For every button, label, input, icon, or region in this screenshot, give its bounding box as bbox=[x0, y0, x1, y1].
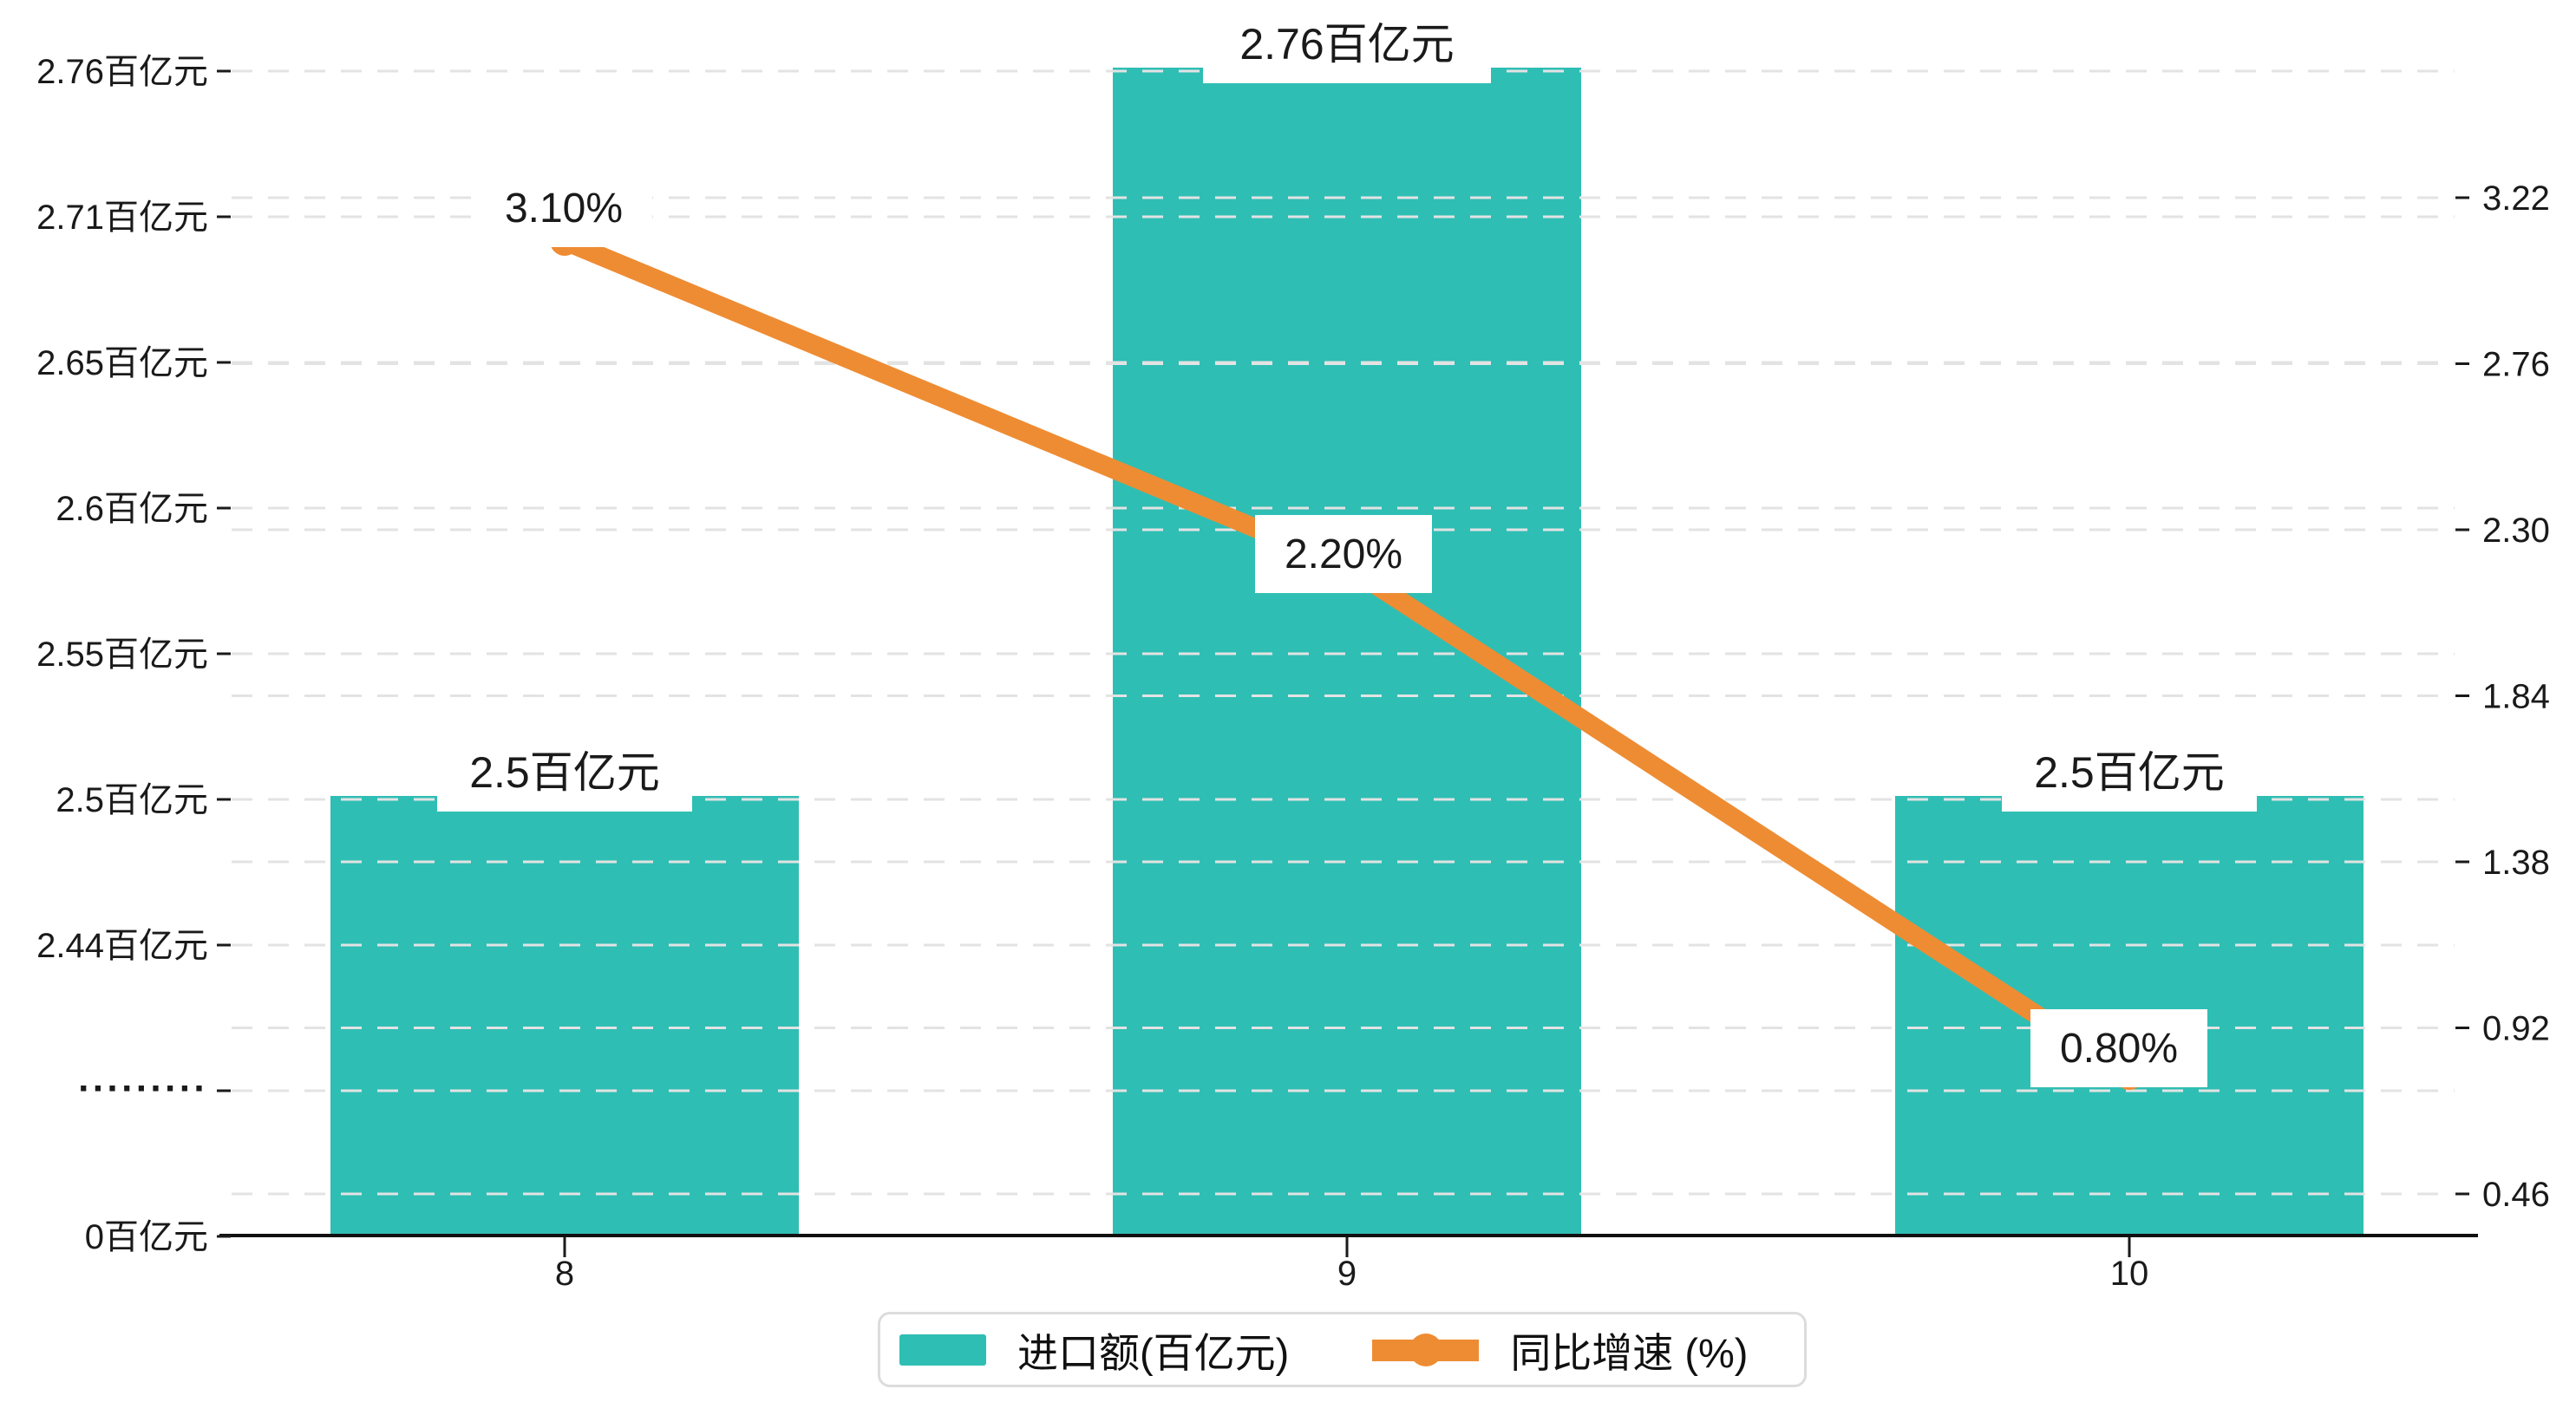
right-axis-tick-label: 2.76 bbox=[2482, 346, 2550, 384]
line-label-bg bbox=[475, 169, 652, 247]
line-label-bg bbox=[2030, 1009, 2207, 1087]
x-axis-category-label: 8 bbox=[555, 1255, 574, 1293]
left-axis-break-label: ········· bbox=[78, 1067, 208, 1110]
left-axis-tick-label: 0百亿元 bbox=[85, 1218, 208, 1256]
bar-data-label: 2.5百亿元 bbox=[469, 748, 660, 797]
line-data-label: 2.20% bbox=[1285, 531, 1402, 577]
left-axis-tick-label: 2.5百亿元 bbox=[56, 781, 208, 819]
left-axis-tick-label: 2.44百亿元 bbox=[36, 927, 208, 965]
bar-data-label: 2.5百亿元 bbox=[2034, 748, 2225, 797]
bar-month-9 bbox=[1113, 68, 1581, 1236]
bar-series-swatch-icon bbox=[899, 1333, 986, 1366]
legend: 进口额(百亿元) 同比增速 (%) bbox=[878, 1312, 1807, 1387]
line-data-label: 0.80% bbox=[2060, 1026, 2178, 1072]
right-axis-tick-label: 1.38 bbox=[2482, 844, 2550, 882]
bar-label-bg bbox=[437, 734, 692, 812]
left-axis-tick-label: 2.65百亿元 bbox=[36, 344, 208, 382]
right-axis-tick-label: 0.92 bbox=[2482, 1010, 2550, 1048]
line-data-label: 3.10% bbox=[505, 186, 623, 231]
right-axis-tick-label: 3.22 bbox=[2482, 179, 2550, 218]
legend-label-import-value: 进口额(百亿元) bbox=[1017, 1330, 1290, 1376]
right-axis-tick-label: 0.46 bbox=[2482, 1176, 2550, 1214]
right-axis-tick-label: 1.84 bbox=[2482, 678, 2550, 716]
left-axis-tick-label: 2.76百亿元 bbox=[36, 53, 208, 91]
bar-label-bg bbox=[1203, 5, 1491, 83]
left-axis-tick-label: 2.6百亿元 bbox=[56, 490, 208, 528]
legend-item-yoy-growth[interactable]: 同比增速 (%) bbox=[1372, 1320, 1748, 1379]
line-label-bg bbox=[1255, 515, 1432, 593]
left-axis-tick-label: 2.71百亿元 bbox=[36, 199, 208, 237]
x-axis-category-label: 10 bbox=[2110, 1255, 2149, 1293]
legend-label-yoy-growth: 同比增速 (%) bbox=[1510, 1330, 1749, 1376]
bar-label-bg bbox=[2002, 734, 2257, 812]
x-axis-category-label: 9 bbox=[1337, 1255, 1357, 1293]
bar-month-8 bbox=[330, 796, 799, 1236]
left-axis-tick-label: 2.55百亿元 bbox=[36, 636, 208, 674]
legend-item-import-value[interactable]: 进口额(百亿元) bbox=[899, 1320, 1289, 1379]
right-axis-tick-label: 2.30 bbox=[2482, 512, 2550, 550]
line-series-marker-icon bbox=[1372, 1333, 1480, 1367]
bar-data-label: 2.76百亿元 bbox=[1239, 20, 1454, 68]
